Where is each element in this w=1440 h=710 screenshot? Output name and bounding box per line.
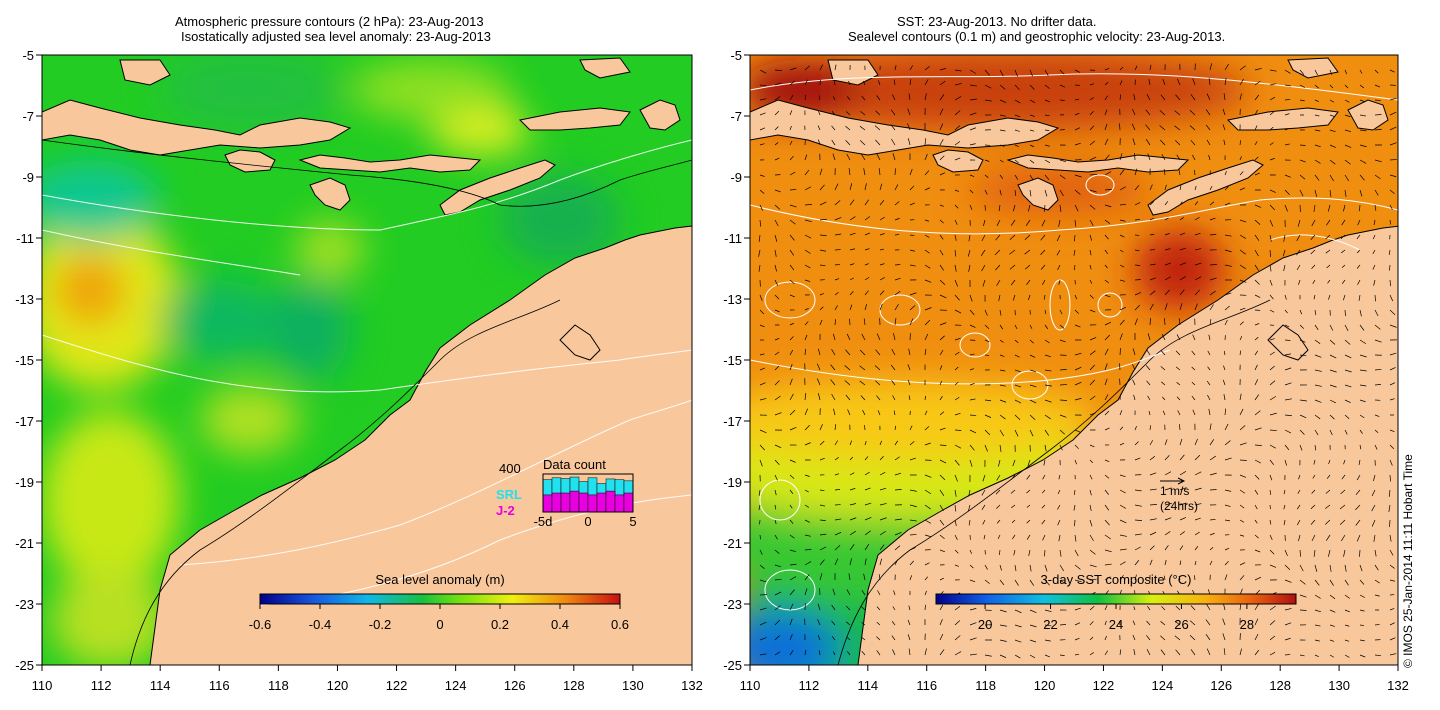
left-lat-tick: -11 — [16, 231, 34, 246]
right-colorbar-tick: 26 — [1174, 617, 1188, 632]
left-lat-tick: -23 — [15, 597, 34, 612]
right-lat-tick: -13 — [723, 292, 742, 307]
right-colorbar-label: 3-day SST composite (°C) — [1041, 572, 1192, 587]
j2-bar — [614, 494, 625, 513]
right-lon-tick: 130 — [1328, 678, 1350, 693]
left-lon-tick: 116 — [209, 678, 230, 693]
right-colorbar-tick: 24 — [1109, 617, 1123, 632]
data-count-x-tick: -5d — [534, 514, 553, 529]
left-colorbar-tick: 0.2 — [491, 617, 509, 632]
left-lat-tick: -25 — [15, 658, 34, 673]
left-lon-tick: 128 — [563, 678, 585, 693]
right-colorbar-tick: 22 — [1043, 617, 1057, 632]
left-lat-tick: -15 — [15, 353, 34, 368]
left-lon-tick: 110 — [32, 678, 53, 693]
right-map — [749, 54, 1399, 666]
right-lon-tick: 118 — [975, 678, 996, 693]
left-axes: 110 112 114 116 118 120 122 124 126 128 130 132 -5 -7… — [15, 48, 703, 693]
right-colorbar: 3-day SST composite (°C) 20 22 24 26 28 — [935, 572, 1297, 632]
right-lat-tick: -9 — [730, 170, 742, 185]
left-lon-tick: 112 — [91, 678, 112, 693]
left-lat-tick: -17 — [15, 414, 34, 429]
j2-bar — [560, 492, 571, 513]
right-lon-tick: 128 — [1269, 678, 1291, 693]
right-lat-tick: -19 — [723, 475, 742, 490]
left-colorbar-tick: -0.2 — [369, 617, 391, 632]
right-title-line1: SST: 23-Aug-2013. No drifter data. — [897, 14, 1097, 29]
data-count-title: Data count — [543, 457, 606, 472]
left-lat-tick: -19 — [15, 475, 34, 490]
j2-bar — [551, 492, 562, 513]
legend-j2: J-2 — [496, 503, 515, 518]
right-colorbar-tick: 20 — [978, 617, 992, 632]
left-lon-tick: 122 — [386, 678, 408, 693]
right-lat-tick: -5 — [730, 48, 742, 63]
j2-bar — [578, 492, 589, 513]
j2-bar — [587, 494, 598, 513]
left-lat-tick: -5 — [22, 48, 34, 63]
velocity-scale-line2: (24hrs) — [1160, 499, 1198, 513]
left-colorbar-tick: -0.4 — [309, 617, 331, 632]
left-map — [41, 54, 693, 666]
left-lat-tick: -21 — [15, 536, 34, 551]
left-title-line1: Atmospheric pressure contours (2 hPa): 2… — [175, 14, 484, 29]
left-colorbar-tick: 0.4 — [551, 617, 569, 632]
j2-bar — [569, 490, 580, 513]
j2-bar — [542, 494, 553, 513]
data-count-x-tick: 0 — [584, 514, 591, 529]
right-lon-tick: 114 — [857, 678, 878, 693]
right-lon-tick: 110 — [740, 678, 761, 693]
right-lon-tick: 132 — [1387, 678, 1409, 693]
right-axes: 110 112 114 116 118 120 122 124 126 128 130 132 -5 -7… — [723, 48, 1409, 693]
right-lat-tick: -21 — [723, 536, 742, 551]
right-lat-tick: -11 — [724, 231, 742, 246]
j2-bar — [596, 492, 607, 513]
j2-bar — [623, 492, 634, 513]
right-title-line2: Sealevel contours (0.1 m) and geostrophi… — [848, 29, 1226, 44]
credit-text: © IMOS 25-Jan-2014 11:11 Hobart Time — [1401, 454, 1415, 668]
left-lon-tick: 114 — [150, 678, 171, 693]
right-lat-tick: -7 — [730, 109, 742, 124]
left-colorbar-tick: 0.6 — [611, 617, 629, 632]
right-colorbar-tick: 28 — [1240, 617, 1254, 632]
velocity-scale-line1: 1 m/s — [1160, 484, 1189, 498]
left-lat-tick: -7 — [22, 109, 34, 124]
right-lon-tick: 124 — [1152, 678, 1174, 693]
left-lat-tick: -9 — [22, 170, 34, 185]
right-lon-tick: 112 — [799, 678, 820, 693]
left-lon-tick: 120 — [327, 678, 349, 693]
right-lat-tick: -17 — [723, 414, 742, 429]
data-count-x-tick: 5 — [629, 514, 636, 529]
left-lon-tick: 130 — [622, 678, 644, 693]
right-lon-tick: 120 — [1034, 678, 1056, 693]
left-lon-tick: 118 — [268, 678, 289, 693]
right-lat-tick: -15 — [723, 353, 742, 368]
left-lon-tick: 132 — [681, 678, 703, 693]
left-colorbar-label: Sea level anomaly (m) — [375, 572, 504, 587]
left-colorbar: Sea level anomaly (m) -0.6 -0.4 -0.2 0 0.2 0.… — [249, 572, 629, 632]
left-lat-tick: -13 — [15, 292, 34, 307]
right-lon-tick: 122 — [1093, 678, 1115, 693]
left-title-line2: Isostatically adjusted sea level anomaly… — [181, 29, 492, 44]
left-colorbar-tick: -0.6 — [249, 617, 271, 632]
left-colorbar-tick: 0 — [436, 617, 443, 632]
right-lat-tick: -25 — [723, 658, 742, 673]
right-lon-tick: 126 — [1210, 678, 1232, 693]
j2-bar — [605, 490, 616, 513]
data-count-y-label: 400 — [499, 461, 521, 476]
left-lon-tick: 124 — [445, 678, 467, 693]
legend-srl: SRL — [496, 487, 522, 502]
velocity-scale: 1 m/s (24hrs) — [1160, 477, 1198, 513]
data-count-inset: Data count 400 SRL J-2 -5d 0 5 — [496, 457, 637, 529]
right-lon-tick: 116 — [916, 678, 937, 693]
right-lat-tick: -23 — [723, 597, 742, 612]
left-lon-tick: 126 — [504, 678, 526, 693]
